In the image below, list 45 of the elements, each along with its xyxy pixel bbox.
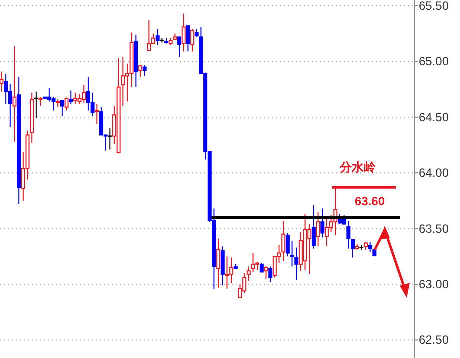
- candlestick: [368, 242, 372, 253]
- ref-line-label: 分水岭: [339, 160, 377, 175]
- candlestick: [95, 104, 100, 125]
- candlestick: [156, 28, 160, 46]
- candlestick: [142, 64, 147, 77]
- y-tick-label: 64.50: [419, 110, 450, 124]
- candlestick: [147, 20, 152, 52]
- candlestick: [320, 208, 325, 238]
- ref-line: 分水岭: [332, 160, 396, 189]
- candlestick: [312, 204, 316, 250]
- ref-line-label: 63.60: [354, 194, 386, 209]
- candlestick: [182, 13, 186, 52]
- y-tick-label: 65.50: [419, 0, 450, 13]
- y-tick-label: 63.50: [419, 222, 450, 236]
- candlestick: [52, 96, 56, 112]
- y-tick-label: 63.00: [419, 277, 450, 292]
- candlestick: [108, 128, 113, 150]
- candlestick: [268, 266, 273, 283]
- candlestick: [264, 266, 268, 280]
- candlestick: [308, 224, 312, 275]
- candlestick: [60, 100, 64, 117]
- candlestick: [4, 73, 8, 105]
- candlestick: [216, 238, 221, 288]
- candlestick: [178, 36, 182, 58]
- candlestick: [225, 256, 230, 290]
- candlestick: [138, 64, 142, 78]
- candlestick: [0, 71, 4, 92]
- candlestick: [220, 246, 225, 286]
- candlestick: [8, 83, 12, 128]
- candlestick: [64, 98, 69, 112]
- candlestick: [346, 220, 351, 250]
- candlestick: [186, 26, 190, 52]
- y-tick-label: 65.00: [419, 54, 450, 69]
- y-tick-label: 64.00: [419, 166, 450, 180]
- candlestick: [190, 28, 195, 52]
- ref-line: 63.60: [212, 194, 400, 220]
- candlestick: [90, 92, 95, 117]
- candlestick: [12, 46, 17, 142]
- candlestick: [282, 220, 286, 262]
- candlestick: [286, 232, 290, 258]
- y-tick-label: 62.50: [419, 333, 450, 348]
- candlestick: [82, 84, 86, 104]
- candlestick: [316, 212, 320, 248]
- candlestick: [350, 239, 355, 258]
- candlestick: [69, 90, 74, 105]
